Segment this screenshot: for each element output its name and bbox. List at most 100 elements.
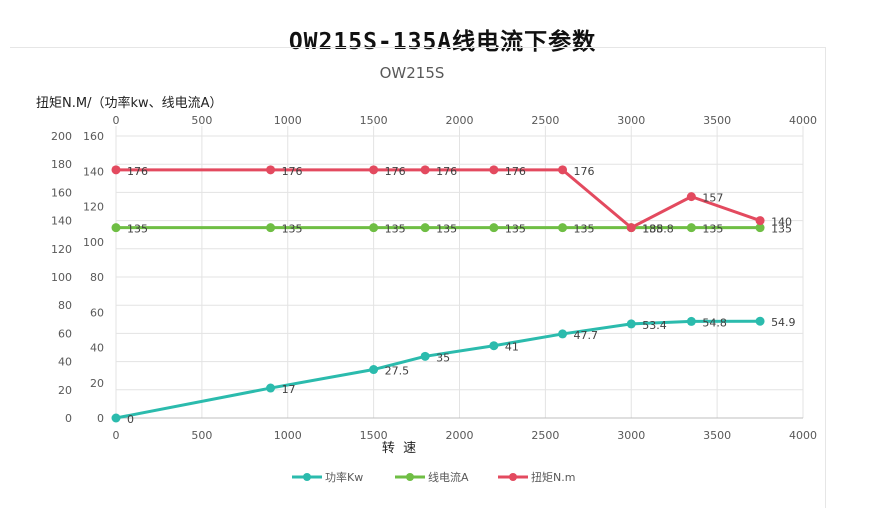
- data-point: [266, 165, 276, 175]
- data-point: [489, 223, 499, 233]
- y-right-tick-label: 0: [97, 412, 104, 425]
- data-label: 27.5: [385, 365, 410, 378]
- legend: 功率Kw 线电流A 扭矩N.m: [292, 470, 575, 484]
- data-point: [558, 329, 568, 339]
- legend-marker: [303, 473, 311, 481]
- y-left-tick-label: 180: [51, 158, 72, 171]
- data-point: [626, 319, 636, 329]
- x-tick-label-top: 2000: [446, 114, 474, 127]
- data-point: [111, 413, 121, 423]
- data-label: 157: [702, 192, 723, 205]
- data-label: 35: [436, 351, 450, 364]
- data-label: 0: [127, 413, 134, 426]
- legend-label: 扭矩N.m: [531, 470, 575, 484]
- x-tick-label-bottom: 2000: [446, 429, 474, 442]
- data-label: 54.9: [771, 316, 796, 329]
- data-point: [369, 365, 379, 375]
- data-label: 176: [574, 165, 595, 178]
- data-label: 176: [505, 165, 526, 178]
- grid: [115, 126, 804, 419]
- x-tick-label-bottom: 0: [113, 429, 120, 442]
- y-right-tick-label: 20: [90, 377, 104, 390]
- data-label: 135: [436, 223, 457, 236]
- data-point: [558, 223, 568, 233]
- data-point: [755, 223, 765, 233]
- legend-label: 功率Kw: [325, 470, 363, 484]
- y-left-tick-label: 100: [51, 271, 72, 284]
- data-label: 135: [385, 223, 406, 236]
- x-axis-label: 转 速: [382, 441, 416, 456]
- y-left-tick-label: 160: [51, 186, 72, 199]
- data-label: 17: [282, 383, 296, 396]
- x-tick-label-top: 500: [191, 114, 212, 127]
- data-point: [369, 223, 379, 233]
- x-tick-label-top: 0: [113, 114, 120, 127]
- legend-marker: [509, 473, 517, 481]
- data-point: [111, 223, 121, 233]
- series-line: [114, 168, 762, 230]
- y-right-tick-label: 140: [83, 165, 104, 178]
- data-point: [420, 351, 430, 361]
- y-left-tick-label: 0: [65, 412, 72, 425]
- data-point: [266, 223, 276, 233]
- x-tick-label-bottom: 1000: [274, 429, 302, 442]
- data-point: [489, 341, 499, 351]
- data-label: 135: [505, 223, 526, 236]
- chart-panel: [10, 47, 826, 508]
- x-tick-label-top: 1000: [274, 114, 302, 127]
- x-tick-label-bottom: 1500: [360, 429, 388, 442]
- series-line: [114, 319, 762, 420]
- data-point: [111, 165, 121, 175]
- axes: 0204060801001201401601802000204060801001…: [51, 114, 817, 442]
- data-point: [755, 316, 765, 326]
- data-label: 54.8: [702, 316, 727, 329]
- y-right-tick-label: 120: [83, 201, 104, 214]
- data-point: [626, 223, 636, 233]
- data-point: [755, 216, 765, 226]
- data-point: [266, 383, 276, 393]
- x-tick-label-top: 3000: [617, 114, 645, 127]
- y-left-tick-label: 60: [58, 327, 72, 340]
- data-label: 176: [127, 165, 148, 178]
- data-point: [420, 165, 430, 175]
- x-tick-label-bottom: 2500: [531, 429, 559, 442]
- data-label: 53.4: [642, 319, 667, 332]
- y-left-tick-label: 40: [58, 356, 72, 369]
- data-label: 135: [702, 223, 723, 236]
- data-label: 176: [282, 165, 303, 178]
- y-left-tick-label: 120: [51, 243, 72, 256]
- data-label: 47.7: [574, 329, 599, 342]
- x-tick-label-bottom: 3500: [703, 429, 731, 442]
- y-right-tick-label: 80: [90, 271, 104, 284]
- x-tick-label-bottom: 500: [191, 429, 212, 442]
- data-label: 140: [771, 216, 792, 229]
- page-title: OW215S-135A线电流下参数: [288, 29, 597, 55]
- data-label: 176: [385, 165, 406, 178]
- y-right-tick-label: 100: [83, 236, 104, 249]
- x-tick-label-bottom: 3000: [617, 429, 645, 442]
- data-point: [489, 165, 499, 175]
- data-point: [686, 316, 696, 326]
- y-right-tick-label: 160: [83, 130, 104, 143]
- data-point: [420, 223, 430, 233]
- y-axis-label: 扭矩N.M/（功率kw、线电流A）: [36, 95, 223, 111]
- y-right-tick-label: 60: [90, 306, 104, 319]
- data-point: [686, 223, 696, 233]
- data-point: [558, 165, 568, 175]
- x-tick-label-top: 1500: [360, 114, 388, 127]
- x-tick-label-top: 2500: [531, 114, 559, 127]
- y-left-tick-label: 200: [51, 130, 72, 143]
- chart-title: OW215S: [380, 64, 445, 82]
- data-label: 188.8: [642, 223, 674, 236]
- data-label: 135: [642, 223, 663, 236]
- x-tick-label-top: 3500: [703, 114, 731, 127]
- legend-marker: [406, 473, 414, 481]
- y-left-tick-label: 140: [51, 215, 72, 228]
- data-label: 135: [771, 223, 792, 236]
- data-point: [369, 165, 379, 175]
- data-label: 176: [436, 165, 457, 178]
- data-point: [686, 192, 696, 202]
- legend-label: 线电流A: [428, 470, 469, 484]
